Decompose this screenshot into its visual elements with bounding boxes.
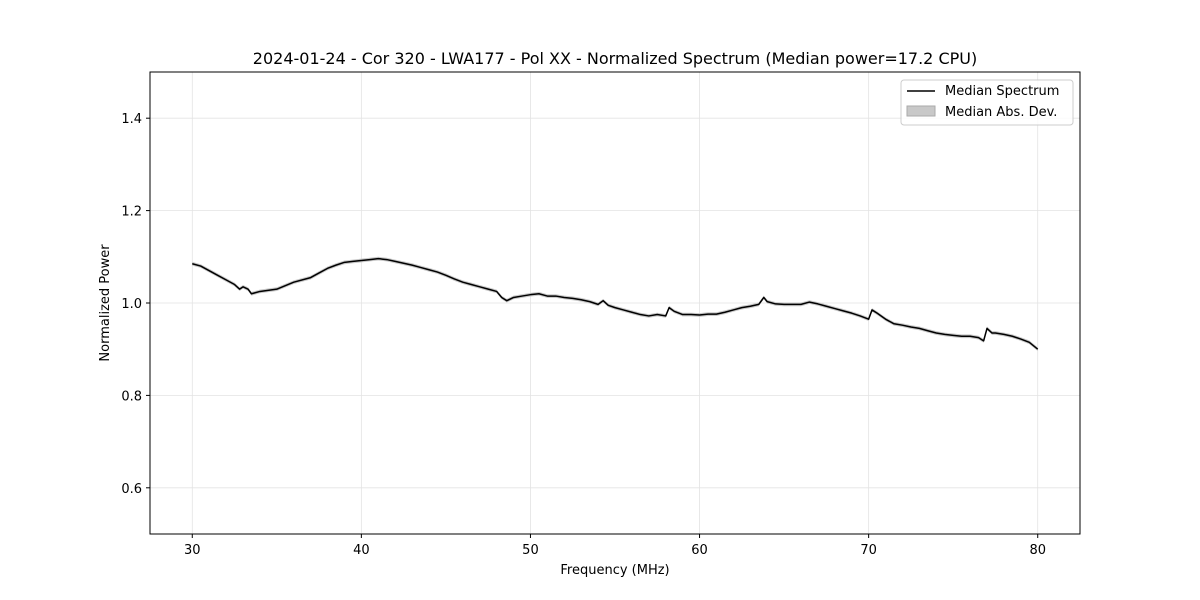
x-tick-label: 70 — [860, 543, 877, 558]
y-tick-label: 1.2 — [121, 205, 142, 220]
legend: Median Spectrum Median Abs. Dev. — [900, 79, 1074, 126]
y-tick-label: 0.8 — [121, 389, 142, 404]
series-layer — [192, 257, 1039, 350]
y-tick-label: 1.0 — [121, 297, 142, 312]
legend-box — [900, 79, 1074, 126]
x-tick-label: 80 — [1029, 543, 1046, 558]
chart-title: 2024-01-24 - Cor 320 - LWA177 - Pol XX -… — [253, 49, 977, 68]
median-spectrum-line — [192, 257, 1039, 350]
x-tick-label: 50 — [522, 543, 539, 558]
x-tick-label: 40 — [353, 543, 370, 558]
legend-label-median-spectrum: Median Spectrum — [945, 84, 1059, 99]
x-axis: 30 40 50 60 70 80 — [184, 534, 1046, 558]
y-axis: 0.6 0.8 1.0 1.2 1.4 — [121, 112, 150, 497]
x-axis-label: Frequency (MHz) — [560, 563, 669, 578]
y-tick-label: 1.4 — [121, 112, 142, 127]
legend-label-median-abs-dev: Median Abs. Dev. — [945, 105, 1057, 120]
y-tick-label: 0.6 — [121, 482, 142, 497]
x-tick-label: 30 — [184, 543, 201, 558]
x-tick-label: 60 — [691, 543, 708, 558]
legend-band-swatch — [906, 105, 936, 117]
y-axis-label: Normalized Power — [98, 244, 113, 362]
